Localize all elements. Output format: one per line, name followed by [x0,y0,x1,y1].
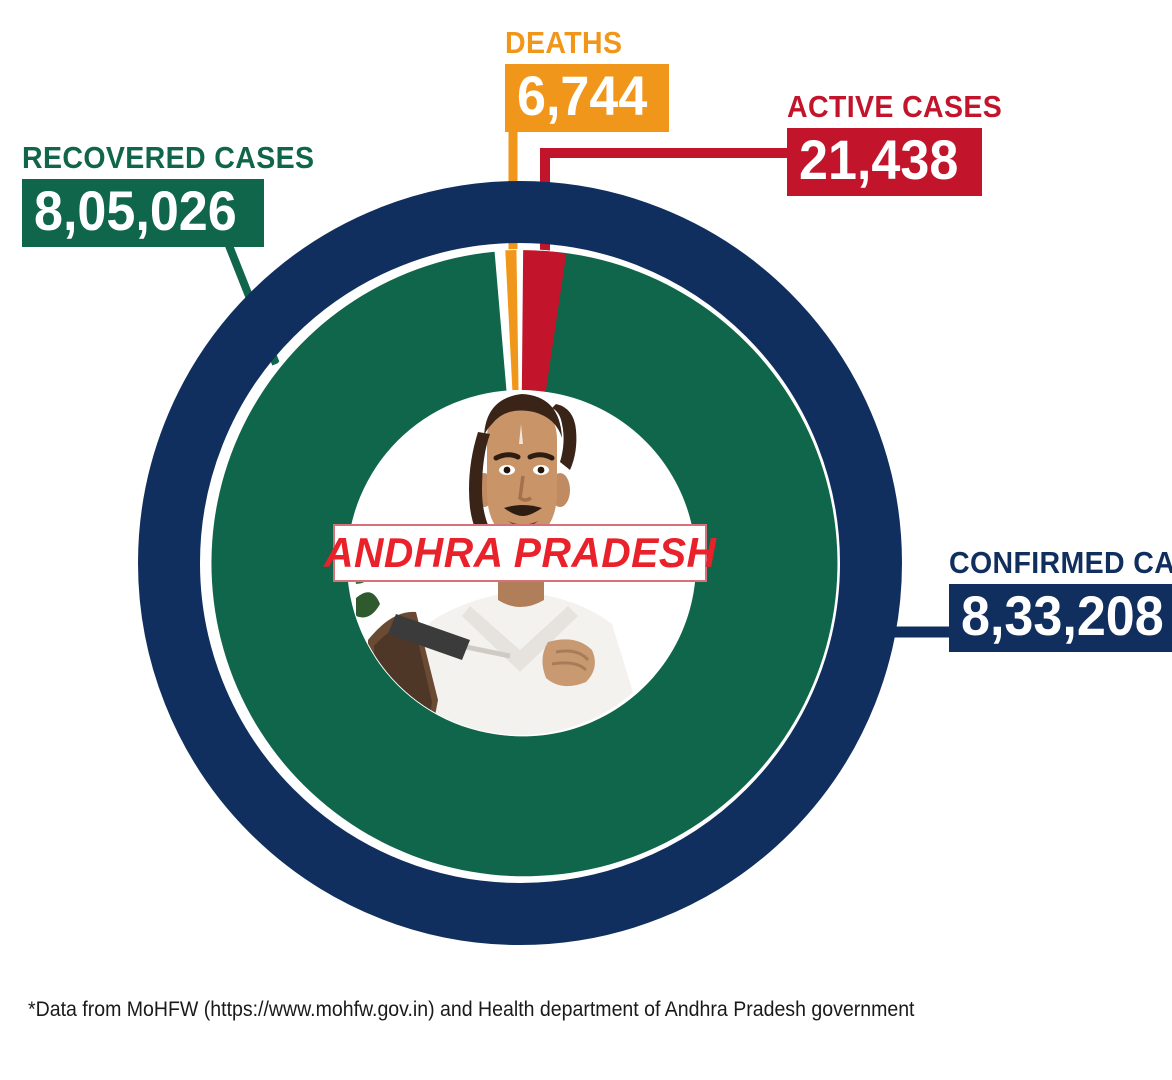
deaths-value: 6,744 [517,63,648,127]
recovered-cases-value: 8,05,026 [34,178,237,242]
callout-confirmed-cases: CONFIRMED CASES 8,33,208 [949,545,1172,652]
callout-deaths: DEATHS 6,744 [505,25,670,132]
callout-active-cases: ACTIVE CASES 21,438 [787,89,1021,196]
recovered-cases-value-box: 8,05,026 [22,178,264,247]
slice-recovered-cases [211,250,838,877]
recovered-cases-label: RECOVERED CASES [22,140,315,175]
slice-active-cases [521,250,567,392]
state-name-text: ANDHRA PRADESH [323,529,717,576]
deaths-value-box: 6,744 [505,63,670,132]
confirmed-cases-value: 8,33,208 [961,583,1164,647]
confirmed-cases-value-box: 8,33,208 [949,583,1172,652]
callout-recovered-cases: RECOVERED CASES 8,05,026 [22,140,340,247]
slice-deaths [505,250,519,391]
ring-confirmed-cases [138,181,902,945]
data-source-footnote: *Data from MoHFW (https://www.mohfw.gov.… [28,998,915,1021]
confirmed-cases-label: CONFIRMED CASES [949,545,1172,580]
active-cases-value-box: 21,438 [787,127,983,196]
active-cases-value: 21,438 [799,127,959,191]
active-cases-label: ACTIVE CASES [787,89,1003,124]
deaths-label: DEATHS [505,25,623,60]
state-name-banner: ANDHRA PRADESH [324,524,716,582]
